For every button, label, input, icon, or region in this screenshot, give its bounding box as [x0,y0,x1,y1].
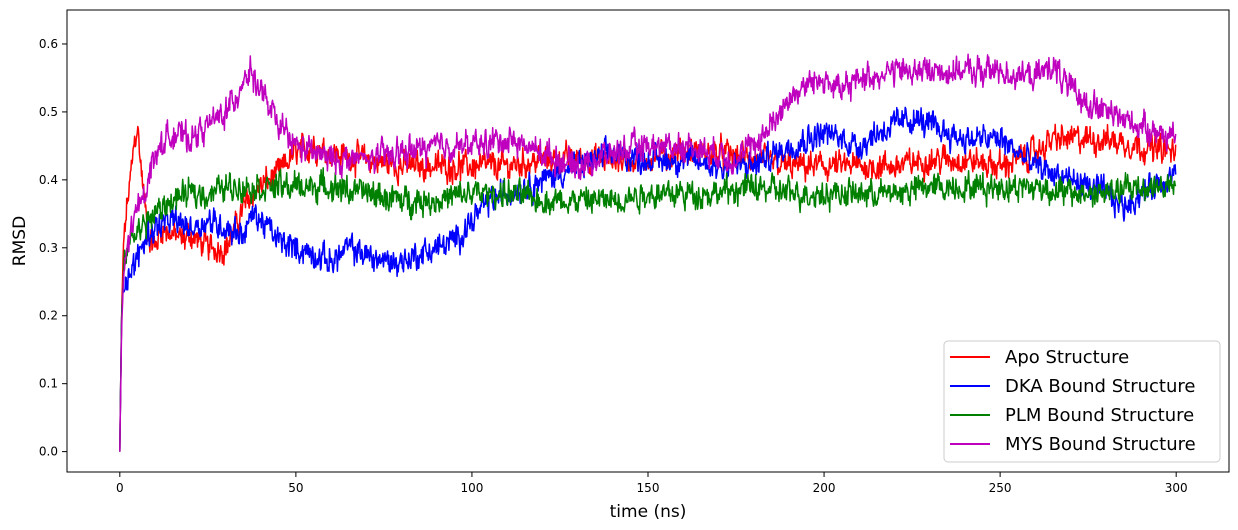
legend-label: PLM Bound Structure [1005,405,1194,426]
legend-box [943,340,1221,463]
y-axis-label: RMSD [10,216,30,266]
x-tick-label: 250 [989,481,1012,495]
legend-label: MYS Bound Structure [1005,434,1196,455]
series-line-dka-bound-structure [119,106,1177,452]
y-tick-label: 0.4 [39,173,58,187]
y-tick-label: 0.3 [39,241,58,255]
series-layer [119,53,1177,452]
x-tick-label: 300 [1165,481,1188,495]
x-tick-label: 0 [116,481,124,495]
x-tick-label: 150 [637,481,660,495]
x-tick-label: 100 [460,481,483,495]
ticks-layer: 0 50 100 150 200 250 300 0.0 0.1 0.2 0.3 0.4 0.5 0.6 [39,37,1188,495]
y-tick-label: 0.5 [39,105,58,119]
y-tick-label: 0.1 [39,377,58,391]
series-line-plm-bound-structure [119,167,1177,452]
x-tick-label: 200 [813,481,836,495]
y-tick-label: 0.0 [39,445,58,459]
legend-label: Apo Structure [1005,347,1129,368]
x-axis-label: time (ns) [610,502,687,522]
series-line-mys-bound-structure [119,53,1177,452]
legend: Apo Structure DKA Bound Structure PLM Boun… [943,340,1221,463]
y-tick-label: 0.2 [39,309,58,323]
y-tick-label: 0.6 [39,37,58,51]
legend-label: DKA Bound Structure [1005,376,1195,397]
x-tick-label: 50 [288,481,303,495]
